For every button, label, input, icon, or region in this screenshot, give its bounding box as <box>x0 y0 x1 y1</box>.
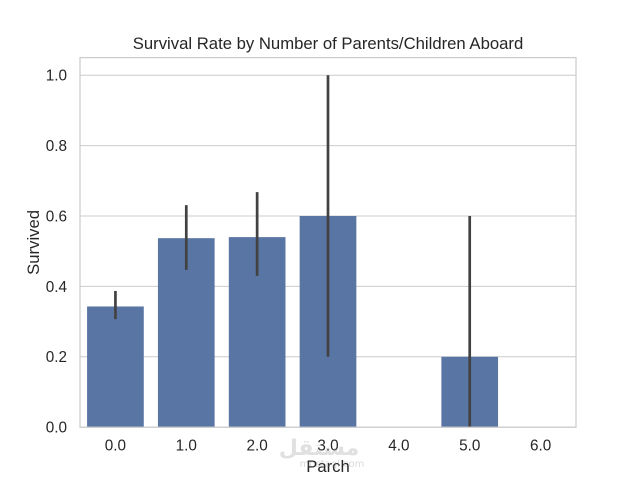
watermark-logo: مستقل mostaql.com <box>279 436 365 470</box>
axes-frame <box>79 56 577 428</box>
x-tick-label-0: 0.0 <box>105 438 126 455</box>
error-bars <box>114 75 472 428</box>
x-tick-label-3: 3.0 <box>317 438 338 455</box>
x-tick-labels: 0.0 1.0 2.0 3.0 4.0 5.0 6.0 <box>105 438 551 455</box>
y-tick-label-1: 0.2 <box>46 349 67 366</box>
watermark-logo-subtext: mostaql.com <box>300 459 365 470</box>
x-tick-label-4: 4.0 <box>388 438 409 455</box>
y-axis-label: Survived <box>24 210 43 275</box>
y-tick-label-4: 0.8 <box>46 138 67 155</box>
x-axis-label: Parch <box>306 457 350 476</box>
chart-title: Survival Rate by Number of Parents/Child… <box>133 34 524 53</box>
x-tick-label-1: 1.0 <box>176 438 197 455</box>
watermark-logo-text: مستقل <box>279 436 359 461</box>
y-tick-label-2: 0.4 <box>46 279 68 296</box>
y-tick-labels: 0.0 0.2 0.4 0.6 0.8 1.0 <box>46 68 68 437</box>
y-tick-label-5: 1.0 <box>46 68 67 85</box>
y-tick-label-3: 0.6 <box>46 208 67 225</box>
y-tick-label-0: 0.0 <box>46 420 67 437</box>
bar-0 <box>87 306 144 428</box>
x-tick-label-2: 2.0 <box>247 438 268 455</box>
x-tick-label-6: 6.0 <box>530 438 551 455</box>
x-tick-label-5: 5.0 <box>459 438 480 455</box>
